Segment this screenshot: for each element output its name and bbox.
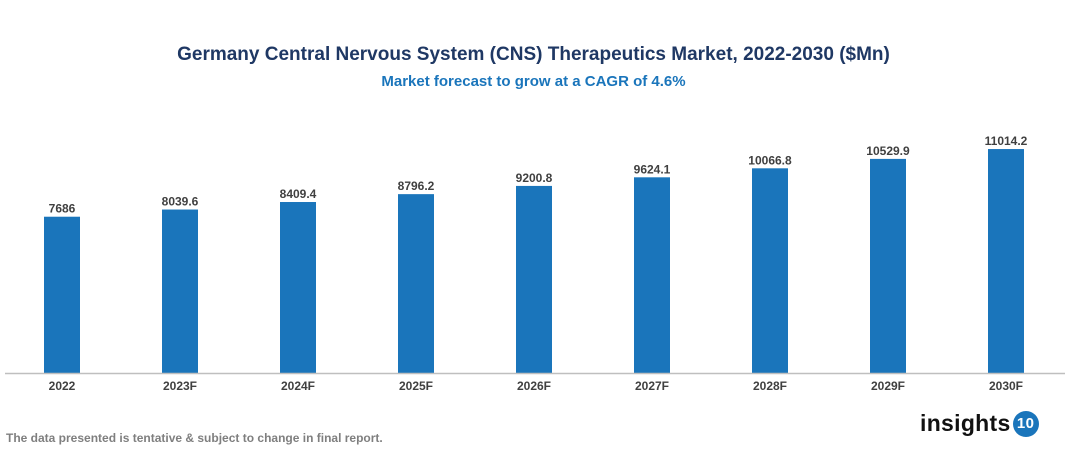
logo-badge: 10 xyxy=(1012,410,1039,437)
data-label: 7686 xyxy=(49,202,76,216)
data-label: 10066.8 xyxy=(748,153,792,167)
bar xyxy=(870,158,906,373)
x-tick-label: 2024F xyxy=(281,379,315,393)
x-tick-label: 2026F xyxy=(517,379,551,393)
bar xyxy=(162,209,198,373)
chart-title: Germany Central Nervous System (CNS) The… xyxy=(177,44,890,65)
bar xyxy=(988,149,1024,373)
data-label: 8796.2 xyxy=(398,179,435,193)
footnote: The data presented is tentative & subjec… xyxy=(6,431,383,445)
data-label: 9200.8 xyxy=(516,171,553,185)
x-tick-label: 2029F xyxy=(871,379,905,393)
x-tick-label: 2027F xyxy=(635,379,669,393)
bar xyxy=(398,194,434,373)
bar xyxy=(634,177,670,373)
data-label: 9624.1 xyxy=(634,162,671,176)
chart-subtitle: Market forecast to grow at a CAGR of 4.6… xyxy=(381,73,686,90)
insights10-logo: insights 10 xyxy=(920,410,1039,437)
x-tick-label: 2022 xyxy=(49,379,76,393)
bar-chart: 7686 2022 8039.6 2023F 8409.4 2024F 8796.2 2025… xyxy=(5,134,1065,393)
bar xyxy=(516,185,552,373)
logo-text: insights xyxy=(920,410,1011,436)
x-tick-label: 2023F xyxy=(163,379,197,393)
bar xyxy=(752,168,788,373)
data-label: 8409.4 xyxy=(280,187,317,201)
data-label: 8039.6 xyxy=(162,195,199,209)
x-tick-label: 2025F xyxy=(399,379,433,393)
bar xyxy=(280,202,316,373)
bar xyxy=(44,216,80,373)
data-label: 10529.9 xyxy=(866,144,910,158)
x-tick-label: 2030F xyxy=(989,379,1023,393)
x-tick-label: 2028F xyxy=(753,379,787,393)
data-label: 11014.2 xyxy=(985,134,1028,148)
